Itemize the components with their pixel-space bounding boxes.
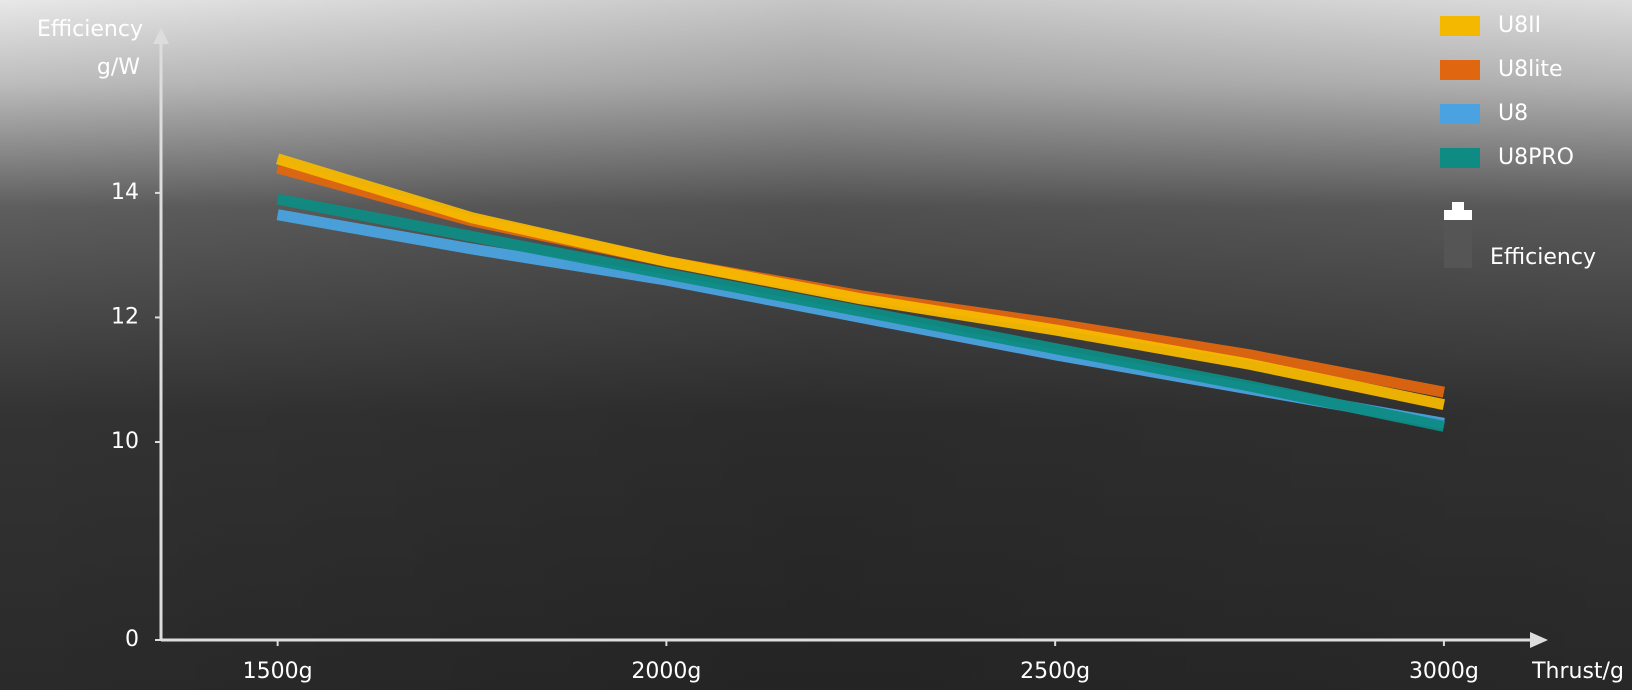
legend-label: U8	[1498, 101, 1528, 126]
axes	[153, 28, 1548, 648]
efficiency-icon-tip	[1452, 202, 1464, 211]
y-tick-label: 12	[111, 304, 139, 329]
y-tick-label: 10	[111, 429, 139, 454]
y-axis-label: g/W	[97, 55, 140, 80]
legend-note: Efficiency	[1490, 245, 1596, 270]
legend-swatch	[1440, 148, 1480, 168]
series-line	[276, 153, 1446, 410]
y-axis-label: Efficiency	[37, 17, 143, 42]
legend-swatch	[1440, 16, 1480, 36]
x-axis-label: Thrust/g	[1531, 659, 1624, 684]
x-tick-label: 3000g	[1409, 659, 1479, 684]
x-axis-arrow	[1530, 632, 1548, 648]
legend-swatch	[1440, 60, 1480, 80]
series-line	[276, 193, 1446, 432]
x-tick-label: 2000g	[631, 659, 701, 684]
x-tick-label: 2500g	[1020, 659, 1090, 684]
efficiency-icon	[1444, 218, 1472, 268]
legend-swatch	[1440, 104, 1480, 124]
legend-label: U8II	[1498, 13, 1541, 38]
y-axis-arrow	[153, 28, 169, 44]
legend-label: U8lite	[1498, 57, 1563, 82]
y-tick-label: 14	[111, 180, 139, 205]
efficiency-icon-cap	[1444, 210, 1472, 220]
y-tick-label: 0	[125, 627, 139, 652]
legend-label: U8PRO	[1498, 145, 1574, 170]
x-tick-label: 1500g	[243, 659, 313, 684]
